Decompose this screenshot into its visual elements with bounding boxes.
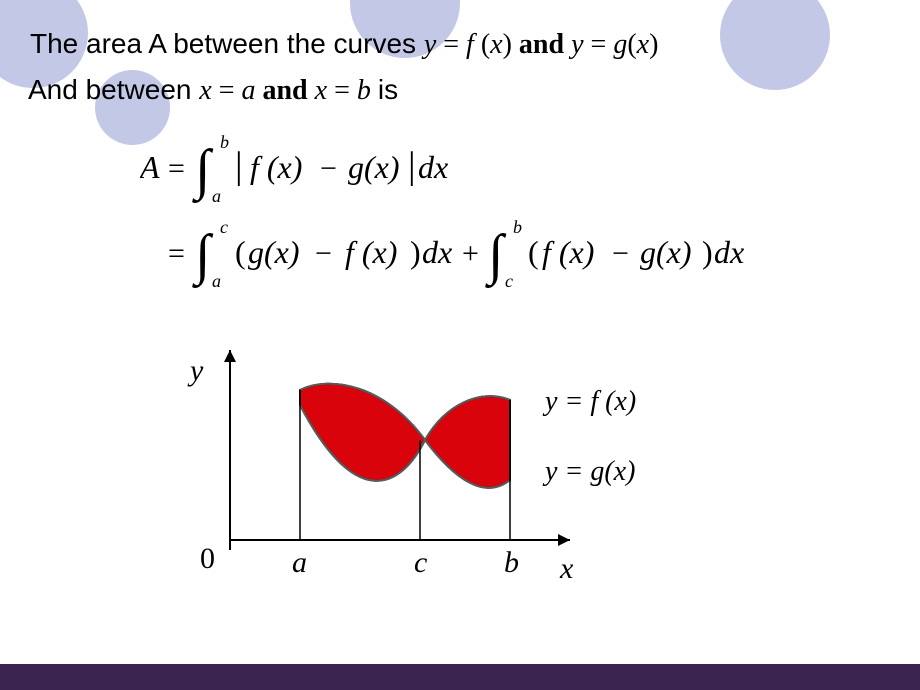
graph-svg: y 0 a c b x y = f (x) y = g(x) [180,340,680,610]
label-b: b [504,546,519,579]
svg-text:+: + [462,237,479,270]
svg-text:g(x): g(x) [348,149,400,185]
svg-text:dx: dx [714,234,744,270]
svg-text:a: a [212,271,221,291]
svg-text:f (x): f (x) [250,149,302,185]
label-a: a [292,546,307,579]
area-formula: A = ∫ b a | f (x) − g(x) | dx = ∫ c a ( … [140,130,800,300]
svg-text:b: b [513,217,522,237]
svg-text:|: | [235,145,243,187]
svg-text:f (x): f (x) [345,234,397,270]
svg-text:=: = [168,237,185,270]
label-y: y [187,354,204,387]
svg-text:|: | [408,145,416,187]
svg-text:−: − [315,237,332,270]
label-c: c [414,546,427,579]
svg-text:c: c [505,271,513,291]
svg-text:∫: ∫ [485,224,507,289]
svg-text:∫: ∫ [192,224,214,289]
svg-text:): ) [702,234,713,270]
svg-text:=: = [168,152,185,185]
svg-text:−: − [320,152,337,185]
svg-text:∫: ∫ [192,139,214,204]
x-arrow-icon [558,534,570,546]
line2-prefix: And between [28,74,199,105]
svg-text:): ) [410,234,421,270]
svg-text:f (x): f (x) [542,234,594,270]
label-x: x [559,552,574,585]
svg-text:g(x): g(x) [640,234,692,270]
label-ygx: y = g(x) [542,456,635,487]
line1-prefix: The area A between the curves [30,28,424,59]
svg-text:(: ( [235,234,246,270]
label-yfx: y = f (x) [542,386,636,417]
intro-line-1: The area A between the curves y = f (x) … [30,28,658,61]
svg-text:(: ( [528,234,539,270]
label-zero: 0 [200,542,215,575]
line2-math: x = a and x = b [199,75,378,106]
svg-text:dx: dx [418,149,448,185]
formula-svg: A = ∫ b a | f (x) − g(x) | dx = ∫ c a ( … [140,130,800,295]
svg-text:a: a [212,186,221,206]
svg-text:b: b [220,132,229,152]
line2-suffix: is [378,74,398,105]
svg-text:c: c [220,217,228,237]
region-2 [425,396,510,488]
svg-text:dx: dx [422,234,452,270]
svg-text:−: − [612,237,629,270]
intro-line-2: And between x = a and x = b is [28,74,398,107]
svg-text:g(x): g(x) [248,234,300,270]
svg-text:A: A [140,149,160,185]
area-graph: y 0 a c b x y = f (x) y = g(x) [180,340,680,615]
y-arrow-icon [224,350,236,362]
line1-math: y = f (x) and y = g(x) [424,29,659,60]
